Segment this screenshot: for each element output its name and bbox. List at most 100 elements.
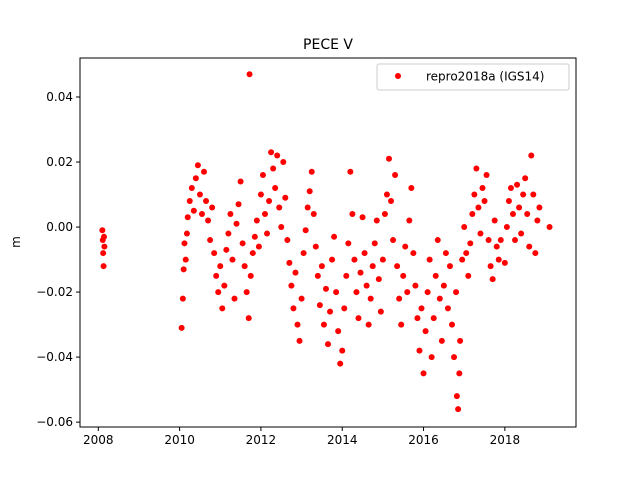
data-point — [276, 204, 283, 211]
data-point — [426, 256, 433, 263]
data-point — [347, 168, 354, 175]
data-point — [302, 227, 309, 234]
data-point — [100, 233, 107, 240]
y-tick-label: −0.04 — [36, 350, 73, 364]
data-point — [339, 347, 346, 354]
x-tick-label: 2018 — [490, 433, 521, 447]
data-point — [316, 302, 323, 309]
y-tick-label: −0.06 — [36, 415, 73, 429]
data-point — [487, 263, 494, 270]
data-point — [300, 250, 307, 257]
y-tick-label: −0.02 — [36, 285, 73, 299]
data-point — [532, 250, 539, 257]
data-point — [469, 211, 476, 218]
data-point — [516, 204, 523, 211]
data-point — [179, 295, 186, 302]
data-point — [100, 250, 107, 257]
data-point — [201, 168, 207, 175]
data-point — [412, 282, 419, 289]
data-point — [261, 211, 268, 218]
data-point — [198, 211, 205, 218]
data-point — [396, 295, 403, 302]
data-point — [536, 204, 543, 211]
data-point — [298, 295, 305, 302]
y-axis-label: m — [9, 236, 23, 248]
legend-marker — [395, 73, 401, 79]
data-point — [245, 315, 252, 322]
chart-title: PECE V — [303, 37, 353, 53]
y-tick-label: 0.04 — [46, 90, 73, 104]
data-point — [329, 256, 336, 263]
data-point — [209, 204, 216, 211]
data-point — [341, 305, 348, 312]
data-point — [243, 289, 250, 296]
data-point — [227, 211, 234, 218]
data-point — [456, 370, 463, 377]
data-point — [259, 172, 266, 179]
data-point — [353, 289, 360, 296]
data-point — [274, 152, 281, 159]
data-point — [221, 282, 228, 289]
data-point — [306, 188, 313, 195]
data-point — [406, 217, 413, 224]
data-point — [178, 324, 185, 331]
data-point — [442, 250, 449, 257]
data-point — [257, 191, 264, 198]
data-point — [246, 71, 253, 78]
data-point — [449, 321, 455, 328]
data-point — [422, 328, 429, 335]
data-point — [505, 198, 512, 205]
data-point — [514, 181, 521, 188]
data-point — [357, 269, 364, 276]
data-point — [493, 243, 500, 250]
data-point — [314, 272, 321, 279]
data-point — [453, 393, 460, 400]
data-point — [381, 211, 388, 218]
data-point — [255, 243, 262, 250]
data-point — [272, 185, 279, 192]
data-point — [205, 217, 212, 224]
data-point — [481, 198, 488, 205]
data-point — [489, 276, 496, 283]
data-point — [465, 272, 472, 279]
data-point — [512, 237, 519, 244]
data-point — [509, 211, 516, 218]
data-point — [278, 224, 285, 231]
data-point — [355, 315, 362, 322]
data-point — [483, 172, 490, 179]
data-point — [526, 243, 533, 250]
data-point — [207, 237, 214, 244]
data-point — [371, 240, 378, 247]
data-point — [322, 285, 329, 292]
data-point — [424, 289, 431, 296]
data-point — [398, 321, 405, 328]
data-point — [497, 237, 504, 244]
data-point — [473, 165, 480, 172]
data-point — [284, 237, 291, 244]
data-point — [528, 152, 535, 159]
data-point — [229, 256, 236, 263]
legend-box — [376, 63, 570, 91]
data-point — [471, 191, 478, 198]
data-point — [432, 272, 439, 279]
data-point — [349, 211, 356, 218]
data-point — [507, 185, 514, 192]
data-point — [337, 360, 344, 367]
data-point — [99, 227, 106, 234]
data-point — [335, 328, 342, 335]
y-axis: −0.06 −0.04 −0.02 0.00 0.02 0.04 — [36, 90, 80, 429]
legend: repro2018a (IGS14) — [376, 63, 570, 91]
data-point — [453, 289, 460, 296]
data-point — [312, 243, 319, 250]
data-point — [253, 217, 260, 224]
data-point — [320, 321, 327, 328]
data-point — [451, 354, 458, 361]
data-point — [264, 230, 271, 237]
data-point — [522, 175, 529, 182]
data-point — [180, 266, 187, 273]
data-point — [475, 204, 482, 211]
data-point — [182, 256, 189, 263]
data-point — [390, 237, 397, 244]
data-point — [268, 149, 275, 156]
data-point — [530, 191, 537, 198]
